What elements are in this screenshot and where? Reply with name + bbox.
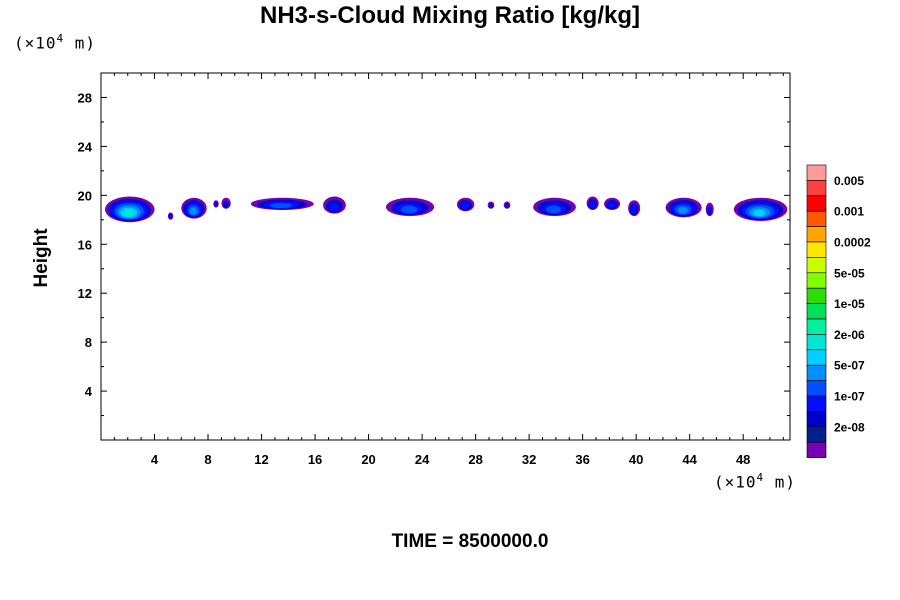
x-tick-label: 8: [204, 452, 211, 467]
cloud-band: [546, 205, 562, 214]
colorbar-label: 0.0002: [834, 236, 871, 250]
x-tick-label: 4: [151, 452, 159, 467]
colorbar-swatch: [806, 395, 827, 412]
cloud-band: [677, 206, 688, 214]
y-unit-base: (×10: [14, 33, 57, 53]
x-unit-base: (×10: [714, 472, 757, 492]
cloud-patch: [213, 200, 219, 208]
y-tick-label: 20: [78, 188, 92, 203]
colorbar: 0.005 0.001 0.0002 5e-05 1e-05 2e-06 5e-07 1e-0…: [806, 164, 871, 458]
cloud-band: [269, 202, 292, 209]
x-axis-unit: (×104 m): [714, 471, 796, 491]
cloud-patch: [323, 196, 346, 214]
cloud-patch: [503, 201, 511, 209]
cloud-band: [123, 209, 134, 217]
colorbar-swatch: [806, 349, 827, 366]
cloud-patch: [250, 197, 314, 211]
colorbar-label: 2e-08: [834, 420, 865, 434]
colorbar-label: 1e-07: [834, 390, 865, 404]
y-tick-label: 12: [78, 286, 92, 301]
y-tick-label: 24: [78, 139, 93, 154]
cloud-patch: [385, 197, 435, 217]
cloud-patch: [487, 201, 495, 209]
cloud-contours: [105, 196, 788, 223]
cloud-band: [461, 202, 470, 210]
x-tick-label: 12: [254, 452, 268, 467]
cloud-band: [707, 205, 713, 216]
colorbar-swatch: [806, 380, 827, 397]
cloud-band: [400, 205, 418, 214]
cloud-patch: [533, 197, 576, 217]
y-tick-label: 16: [78, 237, 92, 252]
x-tick-label: 40: [629, 452, 643, 467]
x-tick-label: 16: [308, 452, 322, 467]
colorbar-swatch: [806, 272, 827, 289]
x-tick-label: 20: [361, 452, 375, 467]
y-tick-label: 28: [78, 90, 92, 105]
x-tick-label: 28: [468, 452, 482, 467]
cloud-band: [328, 202, 340, 212]
cloud-band: [504, 203, 509, 209]
colorbar-label: 0.001: [834, 205, 864, 219]
x-tick-label: 24: [415, 452, 430, 467]
colorbar-swatch: [806, 426, 827, 443]
y-axis-ticks: 4 8 12 16 20 24 28: [78, 90, 790, 417]
colorbar-label: 0.005: [834, 174, 864, 188]
colorbar-label: 5e-07: [834, 359, 865, 373]
cloud-patch: [705, 202, 714, 217]
cloud-patch: [628, 200, 641, 217]
x-unit-exponent: 4: [756, 471, 765, 484]
x-unit-tail: m): [764, 472, 797, 492]
colorbar-swatch: [806, 411, 827, 428]
x-tick-label: 48: [736, 452, 750, 467]
cloud-band: [488, 203, 493, 209]
cloud-patch: [733, 197, 788, 222]
y-unit-tail: m): [64, 33, 97, 53]
colorbar-swatch: [806, 441, 827, 458]
cloud-band: [169, 215, 172, 219]
cloud-patch: [167, 212, 174, 220]
y-tick-label: 8: [85, 335, 92, 350]
cloud-patch: [105, 196, 155, 223]
cloud-band: [214, 202, 218, 208]
cloud-band: [608, 202, 616, 209]
colorbar-swatch: [806, 303, 827, 320]
colorbar-swatch: [806, 226, 827, 243]
cloud-patch: [221, 197, 231, 209]
cloud-band: [752, 209, 766, 217]
x-axis-ticks: 4 8 12 16 20 24 28 32 36 40 44 48: [113, 73, 784, 467]
cloud-patch: [586, 196, 599, 211]
colorbar-swatch: [806, 195, 827, 212]
colorbar-swatch: [806, 210, 827, 227]
cloud-band: [589, 201, 596, 209]
cloud-band: [631, 205, 637, 215]
colorbar-swatch: [806, 180, 827, 197]
colorbar-swatch: [806, 318, 827, 335]
colorbar-label: 2e-06: [834, 328, 865, 342]
cloud-patch: [181, 197, 207, 219]
colorbar-swatch: [806, 241, 827, 258]
cloud-patch: [456, 197, 475, 212]
cloud-band: [189, 207, 198, 215]
colorbar-label: 5e-05: [834, 266, 865, 280]
chart-title: NH3-s-Cloud Mixing Ratio [kg/kg]: [260, 2, 640, 29]
colorbar-swatch: [806, 287, 827, 304]
cloud-band: [223, 200, 229, 209]
plot-frame: [100, 72, 791, 441]
colorbar-label: 1e-05: [834, 297, 865, 311]
x-tick-label: 44: [682, 452, 697, 467]
y-unit-exponent: 4: [56, 32, 65, 45]
y-axis-unit: (×104 m): [14, 32, 96, 52]
x-tick-label: 32: [522, 452, 536, 467]
cloud-patch: [665, 197, 702, 218]
colorbar-swatch: [806, 164, 827, 181]
time-label: TIME = 8500000.0: [391, 531, 549, 552]
y-tick-label: 4: [85, 384, 93, 399]
cloud-patch: [604, 197, 621, 211]
colorbar-swatch: [806, 334, 827, 351]
x-tick-label: 36: [575, 452, 589, 467]
colorbar-swatch: [806, 257, 827, 274]
colorbar-swatch: [806, 364, 827, 381]
